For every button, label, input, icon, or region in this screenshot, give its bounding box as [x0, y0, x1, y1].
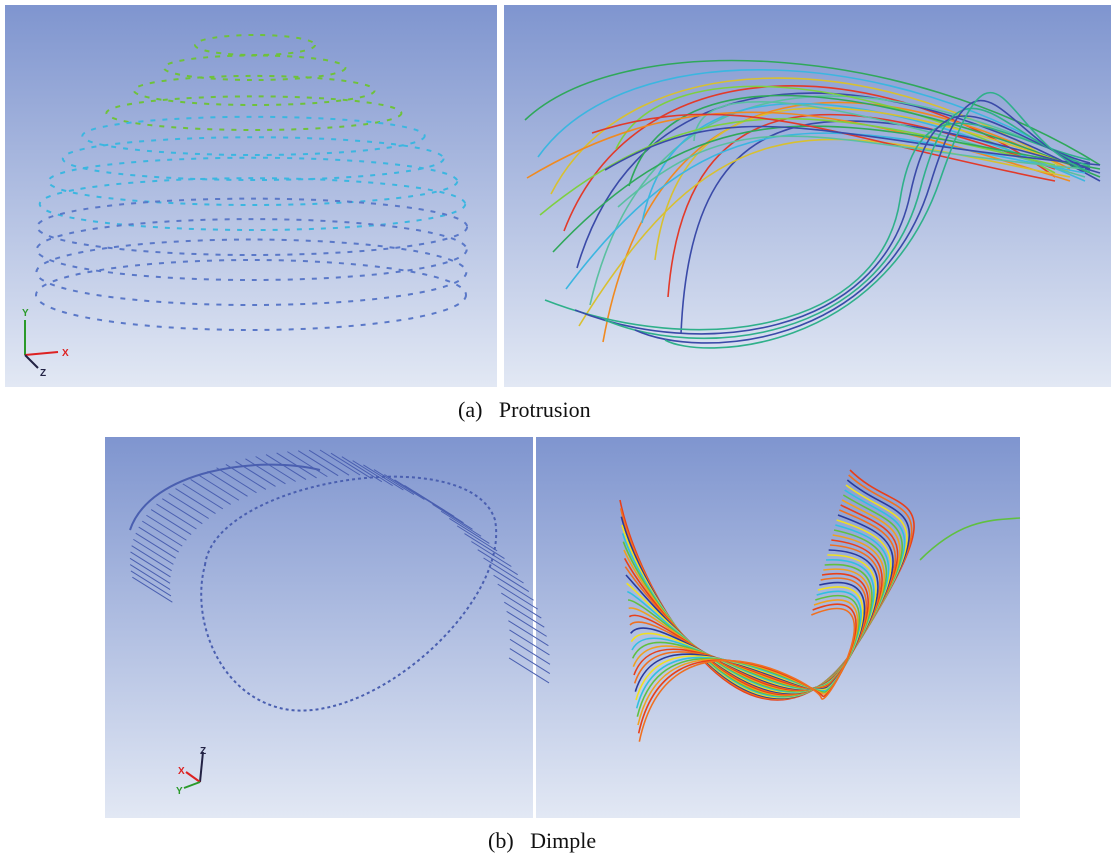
panel-b-right [536, 437, 1020, 818]
caption-tag: (b) [488, 828, 514, 854]
caption-label: Dimple [530, 828, 596, 854]
axis-label: Z [200, 746, 206, 757]
axis-label: X [178, 766, 185, 777]
panel-a-right [504, 5, 1111, 387]
caption-tag: (a) [458, 397, 482, 423]
caption: (a) Protrusion [458, 397, 591, 423]
axis-label: X [62, 348, 69, 359]
panel-a-left [5, 5, 497, 387]
figure: Y X Z Z X Y (a) Protrusion (b) Dimple [0, 0, 1111, 860]
caption: (b) Dimple [488, 828, 596, 854]
caption-label: Protrusion [499, 397, 591, 423]
axis-label: Z [40, 368, 46, 379]
axis-label: Y [176, 786, 183, 797]
axis-label: Y [22, 308, 29, 319]
figure-art: Y X Z Z X Y [0, 0, 1111, 860]
